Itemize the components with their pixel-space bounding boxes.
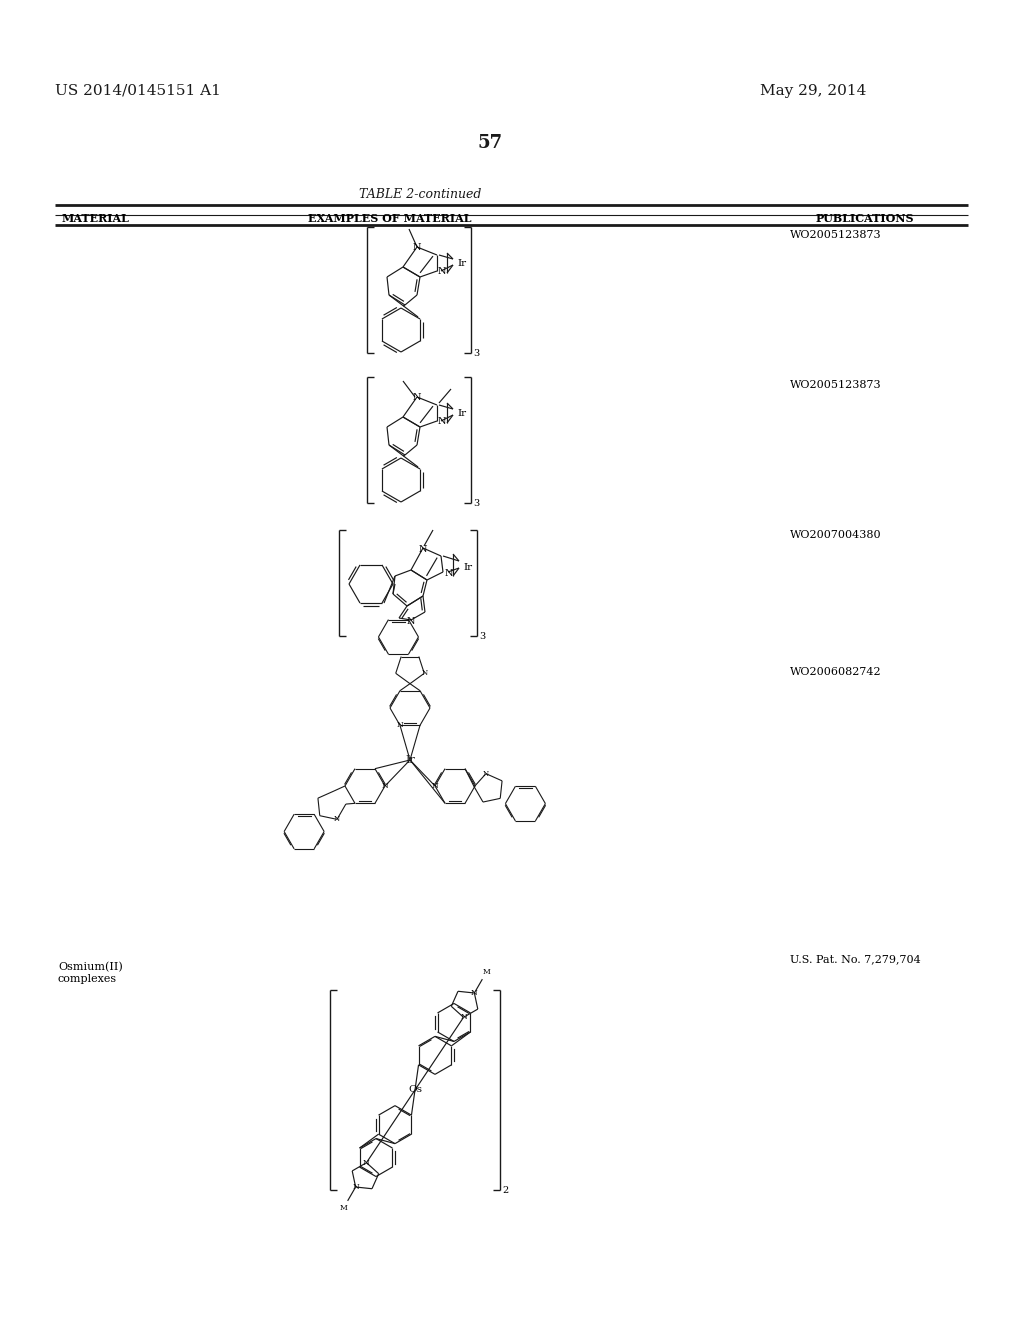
Text: Ir: Ir [457, 409, 466, 418]
Text: May 29, 2014: May 29, 2014 [760, 84, 866, 98]
Text: WO2006082742: WO2006082742 [790, 667, 882, 677]
Text: N: N [364, 1159, 370, 1167]
Text: PUBLICATIONS: PUBLICATIONS [816, 213, 914, 224]
Text: WO2005123873: WO2005123873 [790, 380, 882, 389]
Text: 3: 3 [473, 499, 479, 508]
Text: Ir: Ir [457, 260, 466, 268]
Text: US 2014/0145151 A1: US 2014/0145151 A1 [55, 84, 221, 98]
Text: N: N [438, 417, 446, 426]
Text: Ir: Ir [406, 755, 415, 766]
Text: N: N [460, 1014, 467, 1022]
Text: TABLE 2-continued: TABLE 2-continued [358, 187, 481, 201]
Text: 3: 3 [479, 632, 485, 642]
Text: M: M [482, 968, 490, 977]
Text: U.S. Pat. No. 7,279,704: U.S. Pat. No. 7,279,704 [790, 954, 921, 964]
Text: N: N [382, 781, 388, 789]
Text: N: N [407, 616, 416, 626]
Text: N: N [438, 268, 446, 276]
Text: N: N [413, 243, 421, 252]
Text: N: N [419, 544, 427, 553]
Text: Ir: Ir [463, 562, 472, 572]
Text: 3: 3 [473, 348, 479, 358]
Text: N: N [432, 781, 438, 789]
Text: N: N [421, 669, 427, 677]
Text: N: N [396, 721, 403, 730]
Text: M: M [340, 1204, 347, 1212]
Text: MATERIAL: MATERIAL [62, 213, 130, 224]
Text: N: N [445, 569, 454, 578]
Text: WO2007004380: WO2007004380 [790, 531, 882, 540]
Text: N: N [413, 393, 421, 403]
Text: Os: Os [408, 1085, 422, 1094]
Text: N: N [334, 816, 340, 824]
Text: N: N [483, 770, 489, 777]
Text: N: N [471, 989, 478, 997]
Text: WO2005123873: WO2005123873 [790, 230, 882, 240]
Text: N: N [352, 1183, 359, 1191]
Text: Osmium(II)
complexes: Osmium(II) complexes [58, 962, 123, 983]
Text: 2: 2 [502, 1185, 508, 1195]
Text: EXAMPLES OF MATERIAL: EXAMPLES OF MATERIAL [308, 213, 472, 224]
Text: 57: 57 [477, 135, 503, 152]
